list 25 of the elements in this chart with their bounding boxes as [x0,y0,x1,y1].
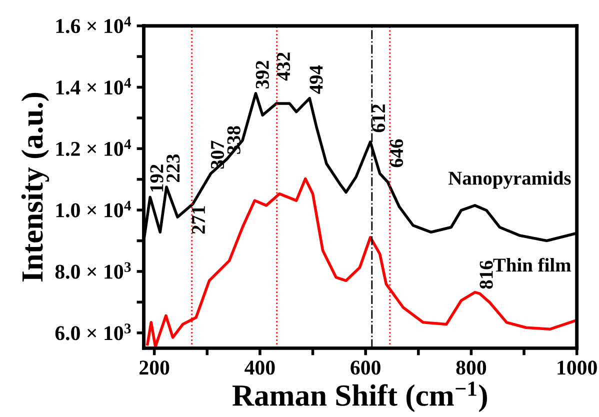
annotation: 612 [372,104,386,132]
annotation: 646 [390,139,404,168]
annotation: 192 [150,164,164,192]
annotation: 307 [210,140,224,169]
annotation: 271 [192,206,205,234]
annotation: 816 [480,260,493,289]
x-tick-label: 800 [456,360,486,375]
y-axis-title: Intensity (a.u.) [21,92,50,282]
x-axis-title: Raman Shift (cm$^{−1}$) [232,382,487,412]
y-tick-label: 8.0 × 10$^{3}$ [55,262,131,279]
annotation: 432 [276,52,290,81]
annotation: 223 [166,154,180,182]
y-tick-label: 6.0 × 10$^{3}$ [55,324,131,340]
annotation: 392 [256,60,269,88]
annotation: 494 [310,65,323,94]
x-tick-label: 600 [350,360,380,375]
y-tick-label: 1.2 × 10$^{4}$ [56,139,132,156]
y-tick-label: 1.4 × 10$^{4}$ [56,78,132,95]
series-label: Thin film [493,258,571,272]
y-tick-label: 1.0 × 10$^{4}$ [56,200,132,218]
x-tick-label: 400 [244,360,275,375]
y-tick-label: 1.6 × 10$^{4}$ [56,16,132,34]
series-label: Nanopyramids [448,171,571,189]
x-tick-label: 1000 [558,360,597,375]
x-tick-label: 200 [140,360,170,375]
